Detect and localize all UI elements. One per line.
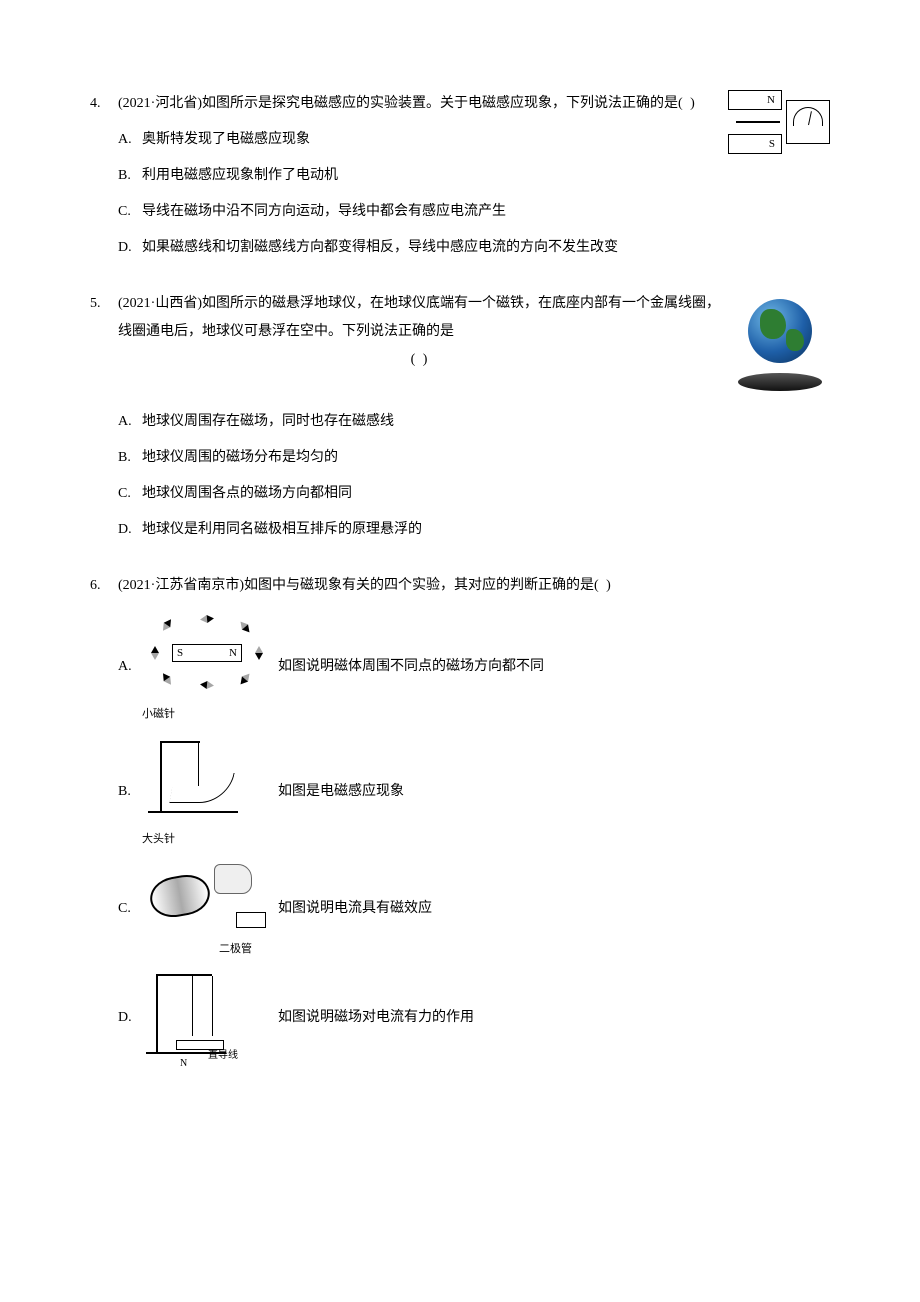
option-text: 地球仪周围存在磁场，同时也存在磁感线 <box>142 408 394 436</box>
stem-text: (2021·江苏省南京市)如图中与磁现象有关的四个实验，其对应的判断正确的是 <box>118 578 594 593</box>
option-d[interactable]: D. 地球仪是利用同名磁极相互排斥的原理悬浮的 <box>118 516 830 544</box>
bar-magnet-icon: S N <box>172 644 242 662</box>
wire-icon <box>212 976 213 1036</box>
question-body: (2021·江苏省南京市)如图中与磁现象有关的四个实验，其对应的判断正确的是( … <box>118 572 830 1068</box>
pole-s: S <box>728 134 782 154</box>
hand-magnet-icon <box>214 864 252 894</box>
figure-label: 小磁针 <box>142 703 272 725</box>
option-c[interactable]: C. 二极管 如图说明电流具有磁效应 <box>118 858 830 960</box>
option-a[interactable]: A. 地球仪周围存在磁场，同时也存在磁感线 <box>118 408 830 436</box>
stand-icon <box>156 974 158 1052</box>
option-text: 如图说明磁场对电流有力的作用 <box>278 1004 474 1032</box>
compass-icon <box>199 677 214 692</box>
horseshoe-magnet-icon: N S <box>728 90 782 154</box>
figure-label: 二极管 <box>142 938 272 960</box>
compass-icon <box>199 611 214 626</box>
option-letter: B. <box>118 162 142 190</box>
question-body: (2021·山西省)如图所示的磁悬浮地球仪，在地球仪底端有一个磁铁，在底座内部有… <box>118 290 830 544</box>
option-text: 地球仪周围的磁场分布是均匀的 <box>142 444 338 472</box>
arm-icon <box>156 974 212 976</box>
stem-text: (2021·河北省)如图所示是探究电磁感应的实验装置。关于电磁感应现象，下列说法… <box>118 96 678 111</box>
option-a[interactable]: A. S N <box>118 608 830 725</box>
option-text: 如图说明电流具有磁效应 <box>278 895 432 923</box>
option-text: 地球仪是利用同名磁极相互排斥的原理悬浮的 <box>142 516 422 544</box>
question-number: 4. <box>90 90 118 262</box>
option-c[interactable]: C. 导线在磁场中沿不同方向运动，导线中都会有感应电流产生 <box>118 198 830 226</box>
diode-box-icon <box>236 912 266 928</box>
option-b[interactable]: B. 大头针 如图是电磁感应现象 <box>118 733 830 850</box>
coil-icon <box>147 871 213 921</box>
blank-paren-row: ( ) <box>118 346 830 374</box>
question-stem: (2021·江苏省南京市)如图中与磁现象有关的四个实验，其对应的判断正确的是( … <box>118 572 830 600</box>
question-stem: (2021·山西省)如图所示的磁悬浮地球仪，在地球仪底端有一个磁铁，在底座内部有… <box>118 290 830 346</box>
iron-filings-icon <box>169 773 234 803</box>
globe-icon <box>748 299 812 363</box>
option-letter: A. <box>118 126 142 154</box>
figure-label-wire: 直导线 <box>208 1046 238 1066</box>
question-number: 5. <box>90 290 118 544</box>
figure-emi-device: N S <box>728 90 830 154</box>
pole-n: N <box>229 642 237 664</box>
pole-s: S <box>177 642 183 664</box>
option-d[interactable]: D. 直导线 N 如图说明磁场对电流有力的作用 <box>118 968 830 1068</box>
option-b[interactable]: B. 地球仪周围的磁场分布是均匀的 <box>118 444 830 472</box>
options-list: A. S N <box>118 608 830 1068</box>
figure-maglev-globe <box>730 290 830 400</box>
option-text: 如果磁感线和切割磁感线方向都变得相反，导线中感应电流的方向不发生改变 <box>142 234 618 262</box>
figure-option-a: S N 小磁针 <box>142 608 272 725</box>
option-d[interactable]: D. 如果磁感线和切割磁感线方向都变得相反，导线中感应电流的方向不发生改变 <box>118 234 830 262</box>
option-letter: D. <box>118 516 142 544</box>
compass-icon <box>252 646 266 660</box>
blank-paren: ( ) <box>594 578 613 593</box>
option-letter: C. <box>118 895 142 923</box>
galvanometer-icon <box>786 100 830 144</box>
question-body: N S (2021·河北省)如图所示是探究电磁感应的实验装置。关于电磁感应现象，… <box>118 90 830 262</box>
figure-option-d: 直导线 N <box>142 968 272 1068</box>
option-text: 如图是电磁感应现象 <box>278 778 404 806</box>
option-letter: D. <box>118 234 142 262</box>
compass-icon <box>148 646 162 660</box>
option-letter: C. <box>118 198 142 226</box>
compass-icon <box>157 669 176 688</box>
option-letter: A. <box>118 408 142 436</box>
option-letter: B. <box>118 778 142 806</box>
option-text: 导线在磁场中沿不同方向运动，导线中都会有感应电流产生 <box>142 198 506 226</box>
blank-paren: ( ) <box>678 96 697 111</box>
option-letter: D. <box>118 1004 142 1032</box>
option-b[interactable]: B. 利用电磁感应现象制作了电动机 <box>118 162 830 190</box>
option-text: 地球仪周围各点的磁场方向都相同 <box>142 480 352 508</box>
blank-paren: ( ) <box>411 352 430 367</box>
options-list: A. 奥斯特发现了电磁感应现象 B. 利用电磁感应现象制作了电动机 C. 导线在… <box>118 126 830 262</box>
conductor-ab <box>736 116 780 128</box>
option-text: 利用电磁感应现象制作了电动机 <box>142 162 338 190</box>
figure-label: 大头针 <box>142 828 272 850</box>
option-c[interactable]: C. 地球仪周围各点的磁场方向都相同 <box>118 480 830 508</box>
figure-option-c: 二极管 <box>142 858 272 960</box>
option-text: 如图说明磁体周围不同点的磁场方向都不同 <box>278 653 544 681</box>
stand-icon <box>160 741 162 811</box>
wire-icon <box>192 976 193 1036</box>
question-6: 6. (2021·江苏省南京市)如图中与磁现象有关的四个实验，其对应的判断正确的… <box>90 572 830 1068</box>
question-5: 5. (2021·山西省)如图所示的磁悬浮地球仪，在地球仪底端有一个磁铁，在底座… <box>90 290 830 544</box>
question-stem: (2021·河北省)如图所示是探究电磁感应的实验装置。关于电磁感应现象，下列说法… <box>118 90 830 118</box>
options-list: A. 地球仪周围存在磁场，同时也存在磁感线 B. 地球仪周围的磁场分布是均匀的 … <box>118 408 830 544</box>
compass-icon <box>235 669 255 689</box>
compass-icon <box>235 617 255 637</box>
stem-text: (2021·山西省)如图所示的磁悬浮地球仪，在地球仪底端有一个磁铁，在底座内部有… <box>118 296 720 339</box>
question-number: 6. <box>90 572 118 1068</box>
arm-icon <box>160 741 200 743</box>
figure-option-b: 大头针 <box>142 733 272 850</box>
compass-icon <box>157 615 176 634</box>
option-text: 奥斯特发现了电磁感应现象 <box>142 126 310 154</box>
base-icon <box>148 811 238 813</box>
option-letter: A. <box>118 653 142 681</box>
option-letter: C. <box>118 480 142 508</box>
option-a[interactable]: A. 奥斯特发现了电磁感应现象 <box>118 126 720 154</box>
question-4: 4. N S (2021·河北省)如图所示是探究电磁感应的实验装置。关于电磁感应… <box>90 90 830 262</box>
figure-label-n: N <box>180 1054 187 1074</box>
globe-base-icon <box>738 373 822 391</box>
option-letter: B. <box>118 444 142 472</box>
pole-n: N <box>728 90 782 110</box>
